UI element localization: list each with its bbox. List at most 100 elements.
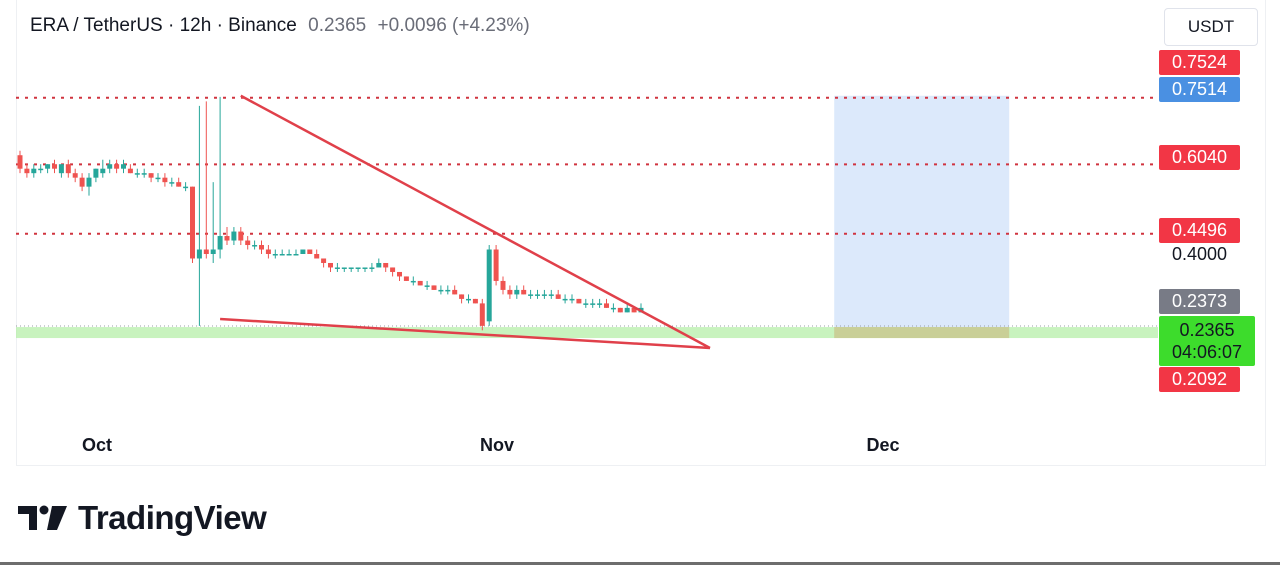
candle-body	[562, 298, 568, 301]
candle-body	[93, 168, 99, 178]
candle-body	[155, 177, 161, 180]
candle-body	[224, 236, 230, 241]
price-tag-high: 0.7514	[1159, 77, 1240, 102]
candle-body	[279, 254, 285, 256]
price-tag-resistance-1: 0.4496	[1159, 218, 1240, 243]
support-zone-overlap	[834, 327, 1010, 339]
bottom-divider	[0, 562, 1280, 565]
support-zone	[16, 327, 1158, 339]
candle-body	[479, 303, 485, 326]
candle-body	[341, 267, 347, 269]
candle-body	[604, 303, 609, 308]
candle-body	[431, 285, 437, 290]
candle-body	[265, 249, 271, 254]
candle-body	[583, 303, 589, 305]
candle-body	[31, 168, 37, 174]
candle-body	[390, 267, 396, 272]
candle-body	[500, 280, 506, 290]
candle-body	[121, 164, 126, 169]
currency-button[interactable]: USDT	[1164, 8, 1258, 46]
candle-body	[190, 186, 195, 259]
time-label-nov: Nov	[479, 435, 515, 455]
candle-body	[300, 249, 306, 254]
candle-body	[486, 249, 492, 322]
candle-body	[259, 245, 264, 250]
candle-body	[452, 289, 458, 295]
chart-canvas[interactable]	[0, 0, 1280, 470]
candle-body	[610, 307, 616, 310]
candle-body	[107, 164, 113, 169]
candle-body	[286, 254, 292, 256]
axis-label-0-4000: 0.4000	[1171, 243, 1228, 264]
tradingview-logo[interactable]: TradingView	[18, 498, 267, 538]
candle-body	[355, 267, 361, 269]
candle-body	[24, 168, 30, 174]
candle-body	[383, 262, 389, 268]
candle-body	[86, 177, 92, 187]
price-tag-resistance-2: 0.6040	[1159, 145, 1240, 170]
candle-body	[231, 231, 237, 241]
candle-body	[535, 294, 540, 296]
candle-body	[555, 294, 561, 299]
candle-body	[252, 245, 258, 247]
candle-body	[369, 267, 375, 269]
candle-body	[417, 280, 423, 286]
candle-body	[79, 177, 85, 187]
candle-body	[176, 182, 182, 187]
candle-body	[114, 164, 120, 169]
candle-body	[597, 303, 603, 305]
time-label-dec: Dec	[866, 435, 900, 455]
candle-body	[403, 276, 409, 281]
candle-body	[514, 289, 520, 295]
wedge-upper-trendline	[240, 94, 711, 350]
tradingview-logo-icon	[18, 505, 67, 530]
candle-body	[617, 307, 623, 313]
candle-body	[134, 173, 140, 175]
candle-body	[362, 267, 368, 269]
candle-body	[541, 294, 547, 296]
candle-body	[548, 294, 554, 296]
candle-body	[127, 168, 133, 174]
candle-body	[65, 164, 71, 174]
candle-body	[203, 249, 209, 254]
brand-name: TradingView	[78, 499, 267, 536]
candle-body	[100, 168, 106, 174]
symbol-title[interactable]: ERA / TetherUS · 12h · Binance	[30, 15, 297, 36]
wedge-lower-trendline	[220, 317, 711, 350]
price-tag-resistance-3: 0.7524	[1159, 50, 1240, 75]
candle-body	[293, 254, 299, 256]
candle-body	[569, 298, 575, 301]
candle-body	[321, 258, 327, 263]
candle-body	[52, 164, 57, 169]
candle-body	[183, 186, 189, 189]
candle-body	[196, 249, 202, 259]
candle-body	[17, 155, 23, 169]
candle-body	[376, 262, 382, 268]
candle-body	[424, 285, 430, 287]
candle-body	[169, 182, 175, 184]
candle-body	[148, 173, 154, 178]
candle-body	[472, 298, 478, 304]
candle-body	[141, 173, 147, 175]
candle-body	[624, 307, 630, 313]
header-last-price: 0.2365	[308, 15, 367, 36]
chart-header: ERA / TetherUS · 12h · Binance 0.2365 +0…	[30, 14, 530, 38]
header-change: +0.0096 (+4.23%)	[377, 15, 530, 36]
candle-body	[528, 294, 534, 296]
candle-body	[72, 173, 78, 178]
time-label-oct: Oct	[81, 435, 113, 455]
price-tag-support: 0.2092	[1159, 367, 1240, 392]
candle-body	[466, 298, 471, 301]
candle-body	[210, 249, 216, 254]
candle-body	[238, 231, 244, 241]
candle-body	[58, 164, 64, 174]
current-price-tag: 0.2365 04:06:07	[1159, 316, 1255, 366]
candle-body	[576, 298, 582, 304]
candle-body	[631, 307, 637, 313]
candle-body	[438, 289, 444, 292]
bar-countdown: 04:06:07	[1171, 342, 1243, 362]
candle-body	[334, 267, 340, 269]
candle-body	[459, 294, 465, 299]
candle-body	[217, 236, 223, 250]
candle-body	[445, 289, 451, 292]
